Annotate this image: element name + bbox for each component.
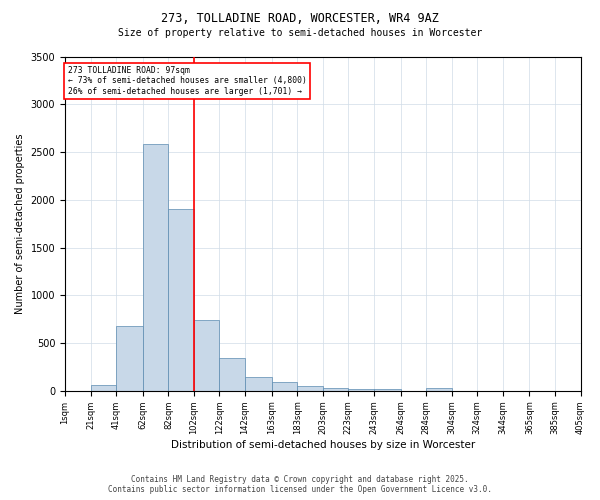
Bar	[272, 382, 297, 391]
Bar	[426, 388, 452, 391]
Bar	[116, 326, 143, 391]
Text: 273, TOLLADINE ROAD, WORCESTER, WR4 9AZ: 273, TOLLADINE ROAD, WORCESTER, WR4 9AZ	[161, 12, 439, 26]
Text: Size of property relative to semi-detached houses in Worcester: Size of property relative to semi-detach…	[118, 28, 482, 38]
Text: Contains HM Land Registry data © Crown copyright and database right 2025.
Contai: Contains HM Land Registry data © Crown c…	[108, 474, 492, 494]
Bar	[169, 210, 194, 391]
Bar	[323, 388, 348, 391]
X-axis label: Distribution of semi-detached houses by size in Worcester: Distribution of semi-detached houses by …	[170, 440, 475, 450]
Bar	[245, 376, 272, 391]
Bar	[348, 389, 374, 391]
Bar	[194, 320, 220, 391]
Bar	[143, 144, 169, 391]
Y-axis label: Number of semi-detached properties: Number of semi-detached properties	[15, 134, 25, 314]
Text: 273 TOLLADINE ROAD: 97sqm
← 73% of semi-detached houses are smaller (4,800)
26% : 273 TOLLADINE ROAD: 97sqm ← 73% of semi-…	[68, 66, 307, 96]
Bar	[374, 389, 401, 391]
Bar	[297, 386, 323, 391]
Bar	[220, 358, 245, 391]
Bar	[91, 385, 116, 391]
